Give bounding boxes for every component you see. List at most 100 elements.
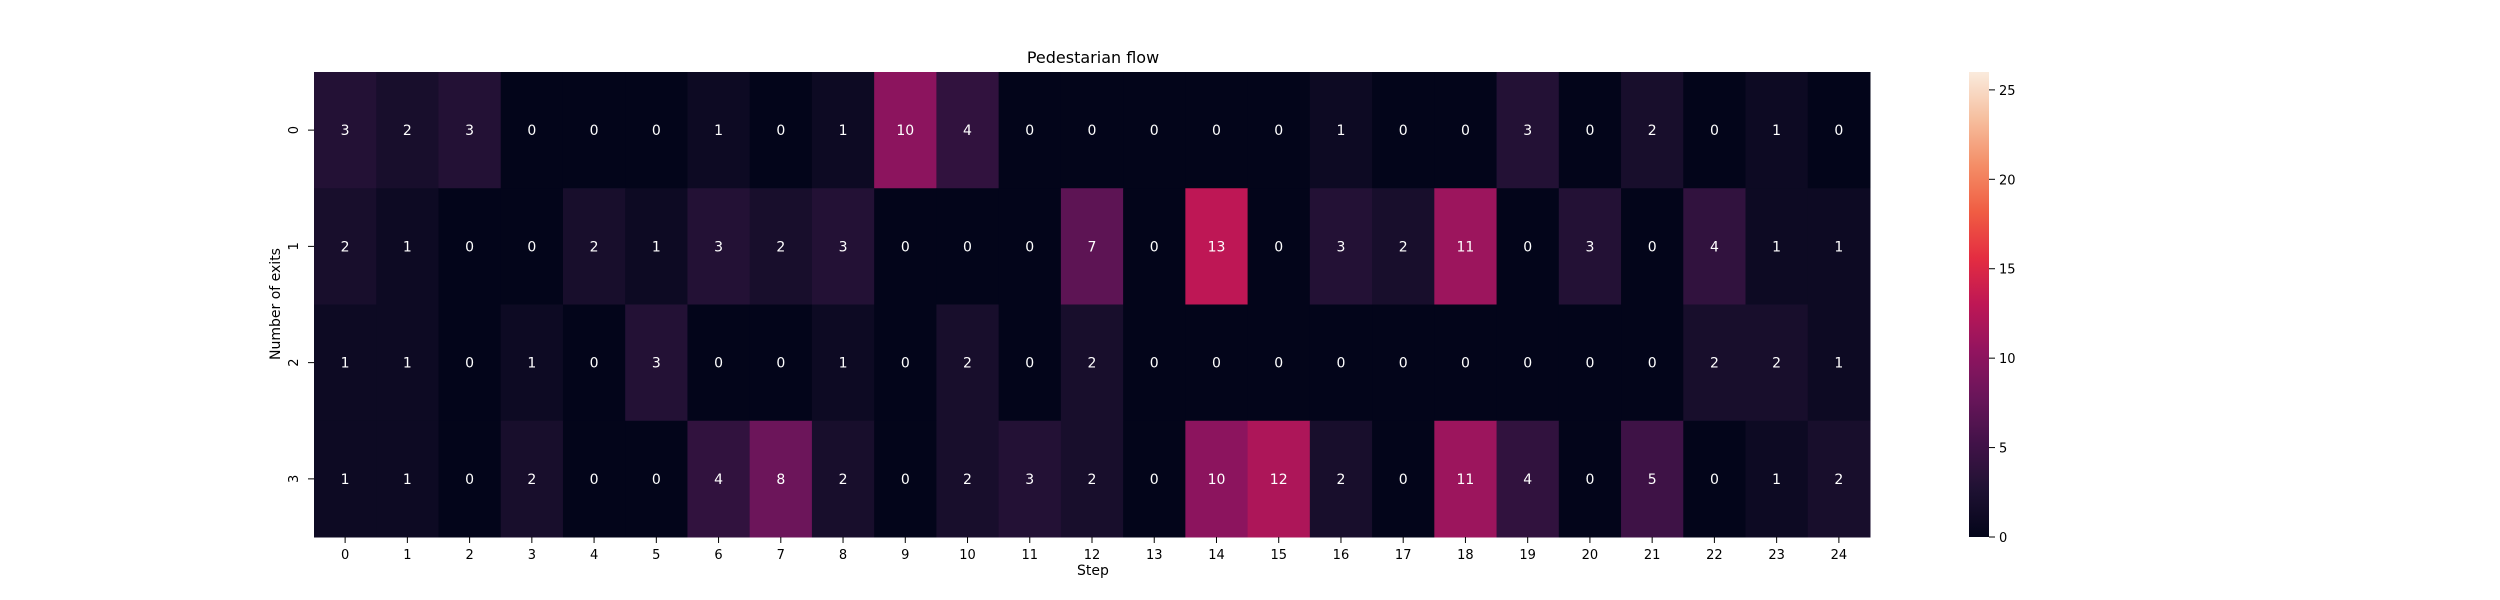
cell-value-label: 1 [1336, 123, 1345, 139]
heatmap-cell [687, 304, 751, 422]
heatmap-cell [1434, 72, 1498, 189]
heatmap-cell [1309, 304, 1373, 422]
cell-value-label: 0 [1025, 239, 1034, 255]
heatmap-cell [811, 304, 875, 422]
cell-value-label: 2 [1710, 356, 1719, 372]
cell-value-label: 0 [1150, 239, 1159, 255]
heatmap-cell [936, 420, 1000, 538]
cell-value-label: 3 [652, 356, 661, 372]
cell-value-label: 1 [403, 472, 412, 488]
colorbar-tick-label: 5 [1999, 442, 2007, 457]
cell-value-label: 0 [1585, 472, 1594, 488]
heatmap-cell [438, 188, 502, 305]
heatmap-cell [1372, 420, 1435, 538]
heatmap-cell [998, 420, 1062, 538]
cell-value-label: 0 [590, 472, 599, 488]
cell-value-label: 13 [1208, 239, 1226, 255]
y-axis: 0 1 2 3 [287, 126, 314, 483]
heatmap-cell [562, 304, 626, 422]
chart-title: Pedestarian flow [1027, 48, 1159, 67]
cell-value-label: 3 [1025, 472, 1034, 488]
heatmap-cell [562, 72, 626, 189]
cell-value-label: 4 [714, 472, 723, 488]
cell-value-label: 0 [1461, 356, 1470, 372]
cell-value-label: 11 [1457, 239, 1475, 255]
heatmap-cell [936, 304, 1000, 422]
cell-value-label: 1 [1772, 472, 1781, 488]
heatmap-cell [1745, 188, 1809, 305]
y-tick-label: 1 [287, 242, 302, 250]
heatmap-cell [1807, 72, 1871, 189]
heatmap-cell [1372, 72, 1435, 189]
heatmap-cell [1060, 420, 1124, 538]
cell-value-label: 0 [963, 239, 972, 255]
cell-value-label: 0 [652, 123, 661, 139]
heatmap-cell [1558, 188, 1622, 305]
x-tick-label: 24 [1831, 548, 1848, 563]
x-axis: 0 1 2 3 4 5 6 7 8 9 10 11 12 13 14 15 16 17 18 19 20 21 22 23 24 [341, 537, 1847, 563]
heatmap-cell [1123, 188, 1186, 305]
heatmap-cell [1621, 304, 1684, 422]
heatmap-cell [687, 188, 751, 305]
heatmap-cell [749, 304, 813, 422]
colorbar-tick-label: 15 [1999, 263, 2016, 278]
cell-value-label: 0 [1150, 472, 1159, 488]
cell-value-label: 0 [901, 356, 910, 372]
heatmap-cell [1309, 188, 1373, 305]
x-tick-label: 2 [465, 548, 473, 563]
cell-value-label: 0 [465, 472, 474, 488]
cell-value-label: 1 [839, 123, 848, 139]
y-tick-label: 2 [287, 358, 302, 366]
heatmap-cell [438, 420, 502, 538]
cell-value-label: 0 [1585, 356, 1594, 372]
cell-value-label: 2 [1088, 356, 1097, 372]
cell-value-label: 1 [341, 356, 350, 372]
cell-value-label: 2 [1088, 472, 1097, 488]
cell-value-label: 0 [901, 472, 910, 488]
cell-value-label: 2 [1399, 239, 1408, 255]
heatmap-cell [874, 72, 937, 189]
x-tick-label: 19 [1519, 548, 1536, 563]
cell-value-label: 2 [341, 239, 350, 255]
cell-value-label: 3 [465, 123, 474, 139]
cell-value-label: 0 [1523, 356, 1532, 372]
colorbar [1969, 72, 1989, 537]
cell-value-label: 2 [776, 239, 785, 255]
heatmap-cell [1060, 72, 1124, 189]
heatmap-cell [1185, 420, 1249, 538]
cell-value-label: 0 [1648, 239, 1657, 255]
x-tick-label: 23 [1768, 548, 1785, 563]
x-tick-label: 5 [652, 548, 660, 563]
x-tick-label: 0 [341, 548, 349, 563]
cell-value-label: 0 [1088, 123, 1097, 139]
y-tick-label: 3 [287, 475, 302, 483]
cell-value-label: 0 [527, 239, 536, 255]
cell-value-label: 1 [714, 123, 723, 139]
heatmap-cell [1372, 188, 1435, 305]
cell-value-label: 3 [1585, 239, 1594, 255]
heatmap-cell [500, 188, 564, 305]
heatmap-cell [1621, 420, 1684, 538]
x-tick-label: 13 [1146, 548, 1163, 563]
cell-value-label: 0 [1025, 356, 1034, 372]
cell-value-label: 0 [1150, 123, 1159, 139]
heatmap-cell [1247, 420, 1311, 538]
x-tick-label: 22 [1706, 548, 1723, 563]
cell-value-label: 2 [403, 123, 412, 139]
heatmap-cell [1496, 420, 1560, 538]
heatmap-cell [936, 188, 1000, 305]
x-tick-label: 21 [1644, 548, 1661, 563]
cell-value-label: 1 [403, 239, 412, 255]
heatmap-cell [625, 420, 688, 538]
cell-value-label: 2 [1834, 472, 1843, 488]
cell-value-label: 3 [839, 239, 848, 255]
heatmap-cell [998, 188, 1062, 305]
heatmap-cell [625, 72, 688, 189]
heatmap-cell [874, 420, 937, 538]
heatmap-cell [1060, 304, 1124, 422]
heatmap-cell [1434, 188, 1498, 305]
cell-value-label: 0 [1025, 123, 1034, 139]
heatmap-cell [314, 72, 377, 189]
cell-value-label: 0 [590, 123, 599, 139]
heatmap-cell [438, 72, 502, 189]
